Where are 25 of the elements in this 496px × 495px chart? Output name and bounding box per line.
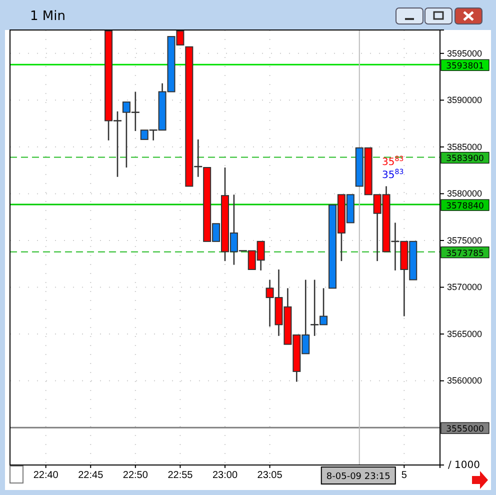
x-tick-label: 5: [401, 470, 408, 482]
y-tick-label: 3570000: [447, 282, 482, 292]
x-tick-label: 22:45: [78, 470, 104, 482]
text: / 1000: [448, 460, 480, 471]
annotation: 35$^{83}$: [382, 168, 404, 181]
y-tick-label: 3565000: [447, 328, 482, 339]
y-tick-label: 3590000: [447, 95, 482, 106]
y-tick-label: 3575000: [447, 235, 482, 246]
x-tick-label: 22:50: [122, 470, 148, 482]
y-tick-label: 3585000: [447, 142, 482, 152]
ref-line-label: 3583900: [446, 154, 484, 164]
y-tick-label: 3580000: [447, 188, 482, 199]
ref-line-label: 3593801: [446, 62, 484, 72]
y-tick-label: 3560000: [447, 376, 482, 386]
ref-line-label: 3573785: [446, 248, 484, 259]
x-tick-label: 22:40: [33, 470, 59, 482]
x-tick-label: 23:00: [212, 470, 238, 482]
x-tick-label: 22:55: [168, 470, 194, 482]
annotation: 35$^{83}$: [382, 155, 404, 168]
y-tick-label: 3595000: [447, 48, 482, 58]
ref-line-label: 3578840: [446, 202, 484, 212]
chart-title: 1 Min: [30, 9, 66, 24]
x-tick-label: 23:05: [257, 470, 283, 482]
ref-line-label: 8-05-09 23:15: [326, 472, 390, 482]
ref-line-label: 3555000: [446, 424, 484, 435]
